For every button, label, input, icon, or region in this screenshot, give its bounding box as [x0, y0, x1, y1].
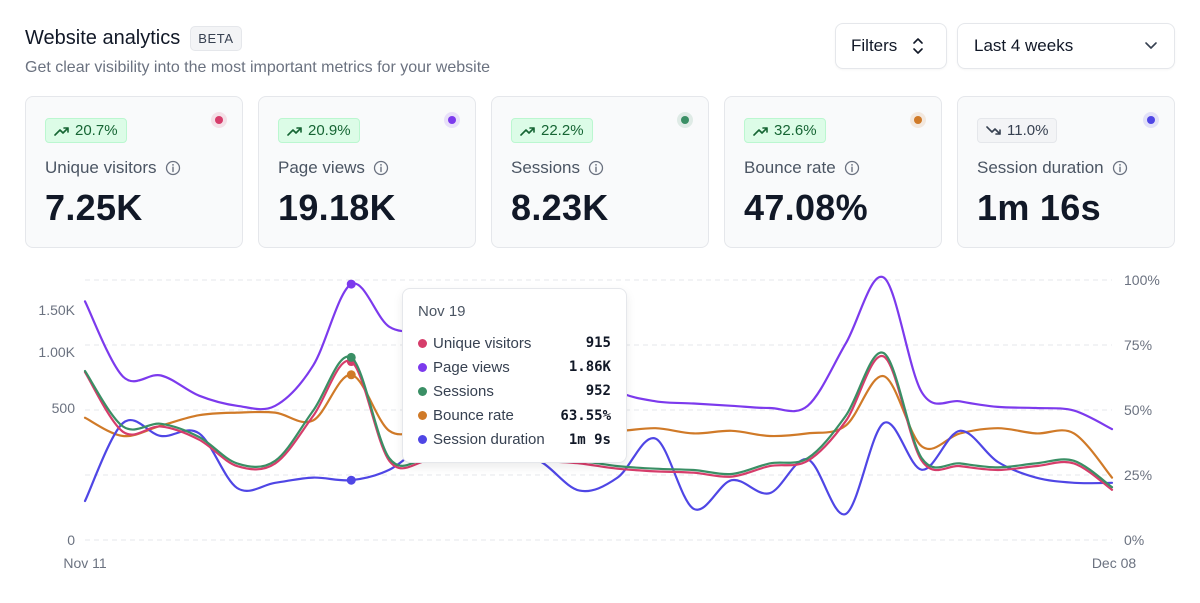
right-axis-tick-label: 25%: [1124, 467, 1152, 483]
page-title: Website analytics: [25, 27, 181, 49]
chart-tooltip: Nov 19 Unique visitors 915 Page views 1.86K…: [402, 288, 627, 463]
metric-card[interactable]: 32.6% Bounce rate 47.08%: [724, 96, 942, 248]
tooltip-row: Sessions 952: [418, 379, 611, 403]
trending-up-icon: [753, 125, 769, 137]
metric-label: Unique visitors: [45, 158, 181, 178]
metric-label-text: Unique visitors: [45, 158, 157, 177]
tooltip-color-dot: [418, 386, 427, 396]
series-color-dot: [444, 112, 460, 128]
change-badge: 22.2%: [511, 118, 593, 143]
metric-cards: 20.7% Unique visitors 7.25K 20.9% Page views…: [25, 96, 1175, 248]
info-icon[interactable]: [373, 160, 389, 176]
metric-label: Session duration: [977, 158, 1128, 178]
hover-point-sessions: [346, 352, 356, 362]
title-row: Website analytics BETA: [25, 26, 490, 51]
tooltip-series-value: 915: [585, 335, 611, 352]
date-range-select[interactable]: Last 4 weeks: [957, 23, 1175, 69]
series-color-dot: [211, 112, 227, 128]
metric-value: 19.18K: [278, 187, 396, 228]
change-value: 20.9%: [308, 122, 351, 139]
change-value: 11.0%: [1007, 122, 1049, 139]
change-badge: 20.7%: [45, 118, 127, 143]
tooltip-color-dot: [418, 411, 427, 421]
tooltip-series-name: Page views: [433, 358, 510, 376]
tooltip-color-dot: [418, 338, 427, 348]
date-range-value: Last 4 weeks: [974, 36, 1074, 55]
hover-point-page-views: [346, 279, 356, 289]
metric-label-text: Page views: [278, 158, 365, 177]
tooltip-series-value: 952: [585, 383, 611, 400]
trending-down-icon: [986, 125, 1002, 137]
change-badge: 20.9%: [278, 118, 360, 143]
metric-label: Bounce rate: [744, 158, 860, 178]
series-line-session-duration[interactable]: [83, 419, 1114, 516]
info-icon[interactable]: [588, 160, 604, 176]
hover-point-session-duration: [346, 475, 356, 485]
metric-card[interactable]: 20.7% Unique visitors 7.25K: [25, 96, 243, 248]
trending-up-icon: [54, 125, 70, 137]
left-axis-tick-label: 1.50K: [38, 302, 75, 318]
change-value: 32.6%: [774, 122, 817, 139]
tooltip-series-value: 1.86K: [568, 359, 611, 376]
filters-label: Filters: [851, 36, 898, 55]
tooltip-row: Page views 1.86K: [418, 355, 611, 379]
metric-value: 47.08%: [744, 187, 868, 228]
tooltip-row: Bounce rate 63.55%: [418, 404, 611, 428]
hover-point-bounce-rate: [346, 370, 356, 380]
tooltip-color-dot: [418, 435, 427, 445]
left-axis-tick-label: 0: [67, 532, 75, 548]
change-badge: 11.0%: [977, 118, 1058, 143]
tooltip-series-name: Unique visitors: [433, 334, 532, 352]
series-color-dot: [910, 112, 926, 128]
metric-label-text: Bounce rate: [744, 158, 836, 177]
tooltip-series-value: 1m 9s: [568, 431, 611, 448]
metric-card[interactable]: 22.2% Sessions 8.23K: [491, 96, 709, 248]
x-axis-start-label: Nov 11: [63, 555, 107, 571]
change-badge: 32.6%: [744, 118, 826, 143]
tooltip-series-name: Bounce rate: [433, 407, 514, 425]
right-axis-tick-label: 75%: [1124, 337, 1152, 353]
left-axis-tick-label: 1.00K: [38, 344, 75, 360]
change-value: 20.7%: [75, 122, 118, 139]
tooltip-row: Session duration 1m 9s: [418, 428, 611, 452]
series-color-dot: [1143, 112, 1159, 128]
info-icon[interactable]: [844, 160, 860, 176]
metric-label: Page views: [278, 158, 389, 178]
tooltip-color-dot: [418, 362, 427, 372]
metric-value: 8.23K: [511, 187, 609, 228]
trending-up-icon: [520, 125, 536, 137]
x-axis-end-label: Dec 08: [1092, 555, 1137, 571]
filters-button[interactable]: Filters: [835, 23, 947, 69]
tooltip-series-name: Session duration: [433, 431, 545, 449]
metric-value: 7.25K: [45, 187, 143, 228]
tooltip-date: Nov 19: [418, 303, 466, 320]
metric-card[interactable]: 11.0% Session duration 1m 16s: [957, 96, 1175, 248]
left-axis-tick-label: 500: [52, 400, 76, 416]
page-subtitle: Get clear visibility into the most impor…: [25, 59, 491, 76]
right-axis-tick-label: 50%: [1124, 402, 1152, 418]
tooltip-series-value: 63.55%: [560, 407, 611, 424]
tooltip-rows: Unique visitors 915 Page views 1.86K Session…: [418, 331, 611, 452]
metric-label: Sessions: [511, 158, 604, 178]
trending-up-icon: [287, 125, 303, 137]
beta-badge: BETA: [190, 26, 242, 51]
tooltip-row: Unique visitors 915: [418, 331, 611, 355]
metric-value: 1m 16s: [977, 187, 1101, 228]
chevron-down-icon: [1144, 41, 1158, 51]
change-value: 22.2%: [541, 122, 584, 139]
right-axis-tick-label: 100%: [1124, 272, 1160, 288]
series-color-dot: [677, 112, 693, 128]
info-icon[interactable]: [1112, 160, 1128, 176]
page-header: Website analytics BETA Get clear visibil…: [25, 26, 490, 77]
info-icon[interactable]: [165, 160, 181, 176]
metric-label-text: Sessions: [511, 158, 580, 177]
tooltip-series-name: Sessions: [433, 382, 494, 400]
right-axis-tick-label: 0%: [1124, 532, 1144, 548]
metric-label-text: Session duration: [977, 158, 1104, 177]
metric-card[interactable]: 20.9% Page views 19.18K: [258, 96, 476, 248]
series-line-unique-visitors[interactable]: [83, 355, 1114, 491]
chevron-up-down-icon: [911, 37, 925, 55]
